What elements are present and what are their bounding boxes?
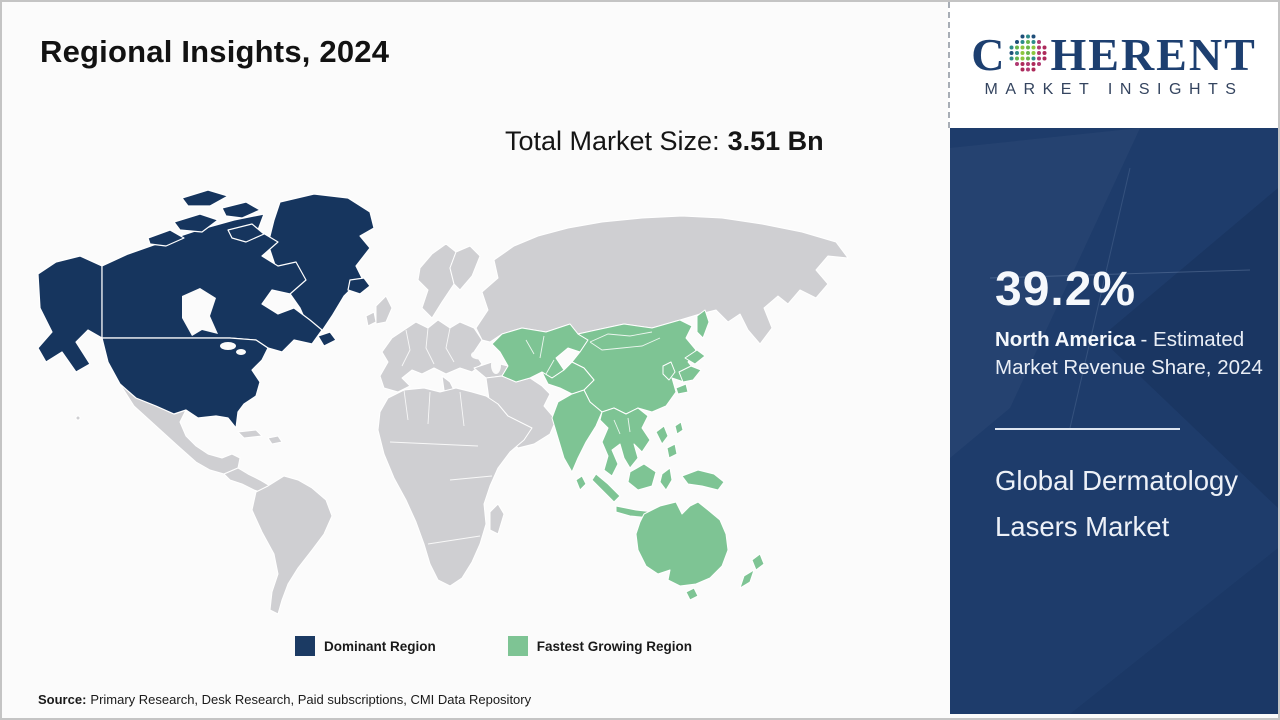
map-legend: Dominant Region Fastest Growing Region bbox=[295, 636, 692, 656]
island-madagascar bbox=[489, 503, 505, 535]
island-cuba bbox=[237, 429, 263, 439]
region-indochina bbox=[599, 407, 651, 477]
country-canada bbox=[101, 213, 323, 353]
brand-logo: C HERENT bbox=[971, 28, 1257, 80]
state-alaska bbox=[37, 255, 103, 373]
borders-africa bbox=[389, 389, 493, 545]
island-hawaii bbox=[75, 415, 81, 421]
islands-philippines-south bbox=[666, 443, 678, 459]
great-lake-west bbox=[220, 342, 236, 350]
island-hokkaido bbox=[684, 349, 706, 365]
island-iceland bbox=[347, 277, 371, 295]
country-finland bbox=[449, 245, 481, 291]
island-new-zealand-north bbox=[751, 553, 765, 571]
legend-item-fastest: Fastest Growing Region bbox=[507, 636, 693, 656]
logo-tagline: MARKET INSIGHTS bbox=[984, 80, 1244, 98]
region-afghanistan-pakistan bbox=[541, 361, 595, 395]
island-great-britain bbox=[375, 295, 393, 325]
arctic-island-5 bbox=[227, 223, 265, 243]
continent-africa bbox=[377, 387, 533, 587]
country-india bbox=[551, 389, 603, 473]
caspian-sea bbox=[491, 356, 501, 374]
great-lake-east bbox=[236, 349, 246, 355]
market-share-region: North America bbox=[995, 328, 1136, 351]
continent-south-america bbox=[251, 475, 333, 615]
region-korea bbox=[662, 361, 676, 381]
island-sri-lanka bbox=[575, 475, 587, 491]
source-label: Source: bbox=[38, 692, 87, 707]
island-kyushu bbox=[675, 383, 689, 395]
region-dominant bbox=[37, 189, 375, 429]
legend-item-dominant: Dominant Region bbox=[295, 636, 436, 656]
island-ireland bbox=[365, 311, 377, 327]
borders-indochina bbox=[613, 417, 631, 435]
country-usa bbox=[101, 337, 269, 429]
country-china-mongolia bbox=[571, 319, 697, 415]
world-map bbox=[37, 189, 849, 615]
internal-borders bbox=[389, 327, 661, 545]
legend-swatch-fastest bbox=[507, 636, 528, 656]
borders-central-asia bbox=[525, 335, 555, 375]
panel-divider bbox=[995, 428, 1180, 430]
black-sea bbox=[471, 350, 487, 360]
arctic-island-1 bbox=[147, 229, 185, 247]
island-sumatra bbox=[591, 473, 621, 503]
world-map-container bbox=[30, 180, 940, 640]
legend-label-fastest: Fastest Growing Region bbox=[536, 638, 693, 654]
island-new-zealand-south bbox=[739, 569, 755, 589]
island-new-guinea bbox=[681, 469, 725, 491]
hudson-bay bbox=[182, 288, 218, 336]
panel-watermark-texture bbox=[989, 167, 1278, 714]
arctic-island-4 bbox=[221, 201, 261, 219]
page-title: Regional Insights, 2024 bbox=[40, 34, 390, 69]
source-text: Primary Research, Desk Research, Paid su… bbox=[90, 692, 532, 707]
highlight-panel: 39.2% North America - Estimated Market Re… bbox=[950, 128, 1278, 714]
market-name: Global Dermatology Lasers Market bbox=[995, 465, 1239, 542]
island-borneo bbox=[627, 463, 657, 491]
arctic-island-3 bbox=[181, 189, 229, 207]
island-taiwan bbox=[674, 421, 684, 435]
market-share-description: North America - Estimated Market Revenue … bbox=[995, 326, 1267, 382]
island-hispaniola bbox=[267, 435, 283, 445]
island-honshu bbox=[678, 365, 702, 383]
border-mongolia bbox=[589, 331, 661, 351]
brand-logo-area: C HERENT MARKET INSIGHTS bbox=[948, 2, 1278, 128]
water-bodies bbox=[182, 288, 501, 374]
total-market-size-value: 3.51 Bn bbox=[727, 126, 824, 156]
logo-text-suffix: HERENT bbox=[1050, 28, 1257, 80]
source-line: Source: Primary Research, Desk Research, … bbox=[38, 692, 531, 707]
region-scandinavia bbox=[417, 243, 457, 319]
region-europe bbox=[379, 319, 483, 393]
market-share-rest: - Estimated Market Revenue Share, 2024 bbox=[995, 328, 1263, 379]
island-sulawesi bbox=[659, 467, 673, 491]
island-tasmania bbox=[685, 587, 699, 601]
region-other bbox=[75, 215, 849, 615]
logo-text-prefix: C bbox=[971, 28, 1007, 80]
dotted-globe-icon bbox=[1009, 34, 1047, 71]
total-market-size: Total Market Size: 3.51 Bn bbox=[505, 126, 824, 157]
legend-label-dominant: Dominant Region bbox=[324, 638, 436, 654]
arctic-island-2 bbox=[173, 213, 219, 233]
country-australia bbox=[635, 501, 729, 587]
legend-swatch-dominant bbox=[295, 636, 315, 656]
borders-europe bbox=[401, 327, 455, 367]
market-share-value: 39.2% bbox=[995, 263, 1137, 316]
region-fastest bbox=[491, 309, 765, 601]
island-sakhalin bbox=[696, 309, 710, 339]
island-newfoundland bbox=[317, 331, 337, 347]
total-market-size-label: Total Market Size: bbox=[505, 126, 720, 156]
islands-philippines-north bbox=[655, 425, 669, 445]
